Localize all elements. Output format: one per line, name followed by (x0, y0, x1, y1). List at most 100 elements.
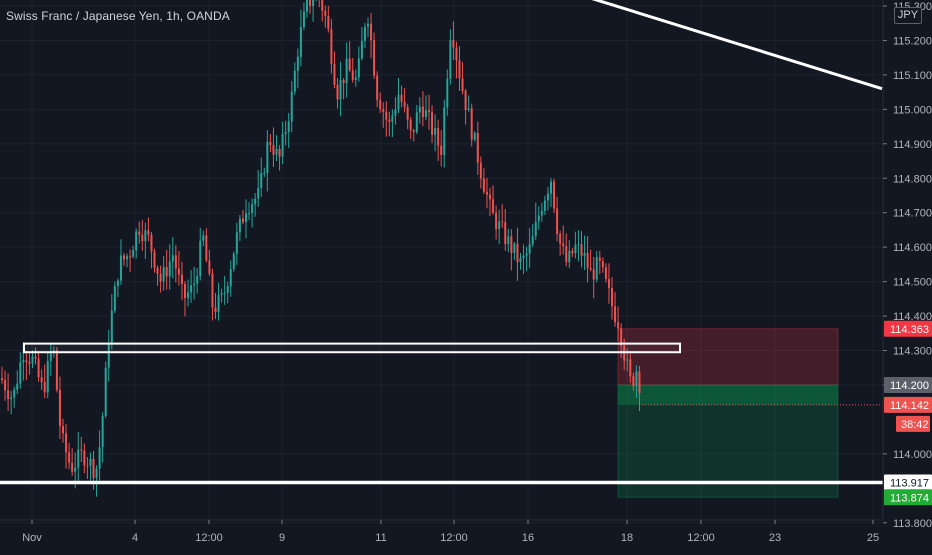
candle-body (80, 449, 83, 451)
candle-body (19, 362, 22, 384)
candle-body (214, 307, 217, 313)
candle-body (226, 286, 229, 294)
candle-body (516, 243, 519, 263)
candle-body (440, 145, 443, 155)
candle-body (162, 267, 165, 282)
candle-body (147, 230, 150, 235)
candle-body (1, 378, 3, 380)
candle-body (574, 244, 577, 254)
candle-body (235, 232, 238, 254)
candle-body (245, 213, 247, 223)
time-tick-label: 25 (867, 532, 879, 544)
candle-body (132, 250, 135, 257)
candle-body (129, 256, 132, 258)
candle-body (205, 235, 208, 261)
candle-body (565, 245, 568, 263)
candle-body (501, 221, 504, 223)
candle-body (546, 193, 549, 201)
candle-body (492, 199, 495, 213)
candle-body (489, 194, 491, 200)
symbol-title: Swiss Franc / Japanese Yen, 1h, OANDA (6, 9, 230, 23)
candle-body (180, 274, 183, 284)
price-label-bg (884, 376, 932, 393)
candle-body (10, 397, 13, 400)
candle-body (138, 231, 141, 235)
candle-body (333, 63, 336, 85)
candle-body (4, 379, 7, 391)
currency-badge[interactable]: JPY (894, 7, 922, 24)
candle-body (46, 360, 49, 393)
candle-body (431, 112, 434, 135)
candle-body (617, 322, 620, 329)
candle-body (62, 426, 64, 434)
candle-body (241, 218, 244, 223)
candle-body (266, 141, 269, 173)
candle-body (126, 256, 129, 260)
time-tick-label: Nov (22, 532, 42, 544)
candle-body (626, 359, 629, 361)
candle-body (37, 358, 40, 378)
candle-body (77, 449, 80, 468)
candle-body (336, 84, 339, 100)
price-label-bg (884, 489, 932, 506)
candle-body (418, 106, 421, 113)
candle-body (400, 94, 403, 102)
candle-body (28, 361, 31, 364)
candle-body (309, 0, 312, 7)
time-tick-label: 4 (132, 532, 138, 544)
candle-body (165, 267, 168, 277)
candle-body (394, 109, 397, 116)
candle-body (513, 243, 516, 253)
candle-body (510, 236, 513, 253)
candle-body (257, 188, 260, 199)
candle-body (107, 343, 110, 368)
candle-body (598, 257, 601, 261)
price-label-text: 38:42 (901, 419, 929, 431)
candle-body (614, 306, 617, 323)
candle-body (379, 99, 382, 110)
time-tick-label: 12:00 (195, 532, 223, 544)
price-tick-label: 115.200 (893, 35, 932, 47)
candle-body (415, 112, 418, 132)
candle-body (543, 200, 546, 211)
candle-body (83, 450, 86, 466)
price-tick-label: 115.100 (893, 70, 932, 82)
candle-body (263, 172, 266, 174)
time-tick-label: 12:00 (687, 532, 715, 544)
candle-body (446, 78, 449, 108)
candle-body (171, 255, 174, 262)
candle-body (360, 40, 363, 59)
reward-zone (617, 384, 839, 498)
candle-body (306, 0, 308, 12)
candle-body (504, 222, 507, 244)
price-tick-label: 114.000 (893, 449, 932, 461)
candle-body (632, 376, 635, 386)
candle-body (370, 23, 373, 41)
candle-body (373, 40, 376, 76)
price-label-text: 114.142 (890, 400, 929, 412)
candle-body (52, 350, 55, 353)
candle-body (177, 268, 180, 275)
candle-body (296, 56, 299, 71)
candle-body (68, 452, 71, 463)
candle-body (507, 236, 510, 244)
candle-body (434, 128, 437, 135)
candle-body (586, 252, 589, 269)
candle-body (272, 144, 275, 155)
candle-body (363, 26, 366, 41)
candle-body (278, 148, 281, 157)
candle-body (113, 286, 116, 311)
candle-body (583, 252, 586, 256)
candle-body (385, 111, 388, 120)
candle-body (199, 240, 202, 277)
candle-body (217, 294, 220, 313)
candle-body (559, 233, 562, 244)
candle-body (116, 280, 119, 287)
candle-body (522, 255, 525, 259)
candle-body (397, 94, 400, 110)
price-label-text: 114.363 (890, 324, 929, 336)
price-tick-label: 114.300 (893, 346, 932, 358)
price-label-text: 113.874 (890, 492, 929, 504)
